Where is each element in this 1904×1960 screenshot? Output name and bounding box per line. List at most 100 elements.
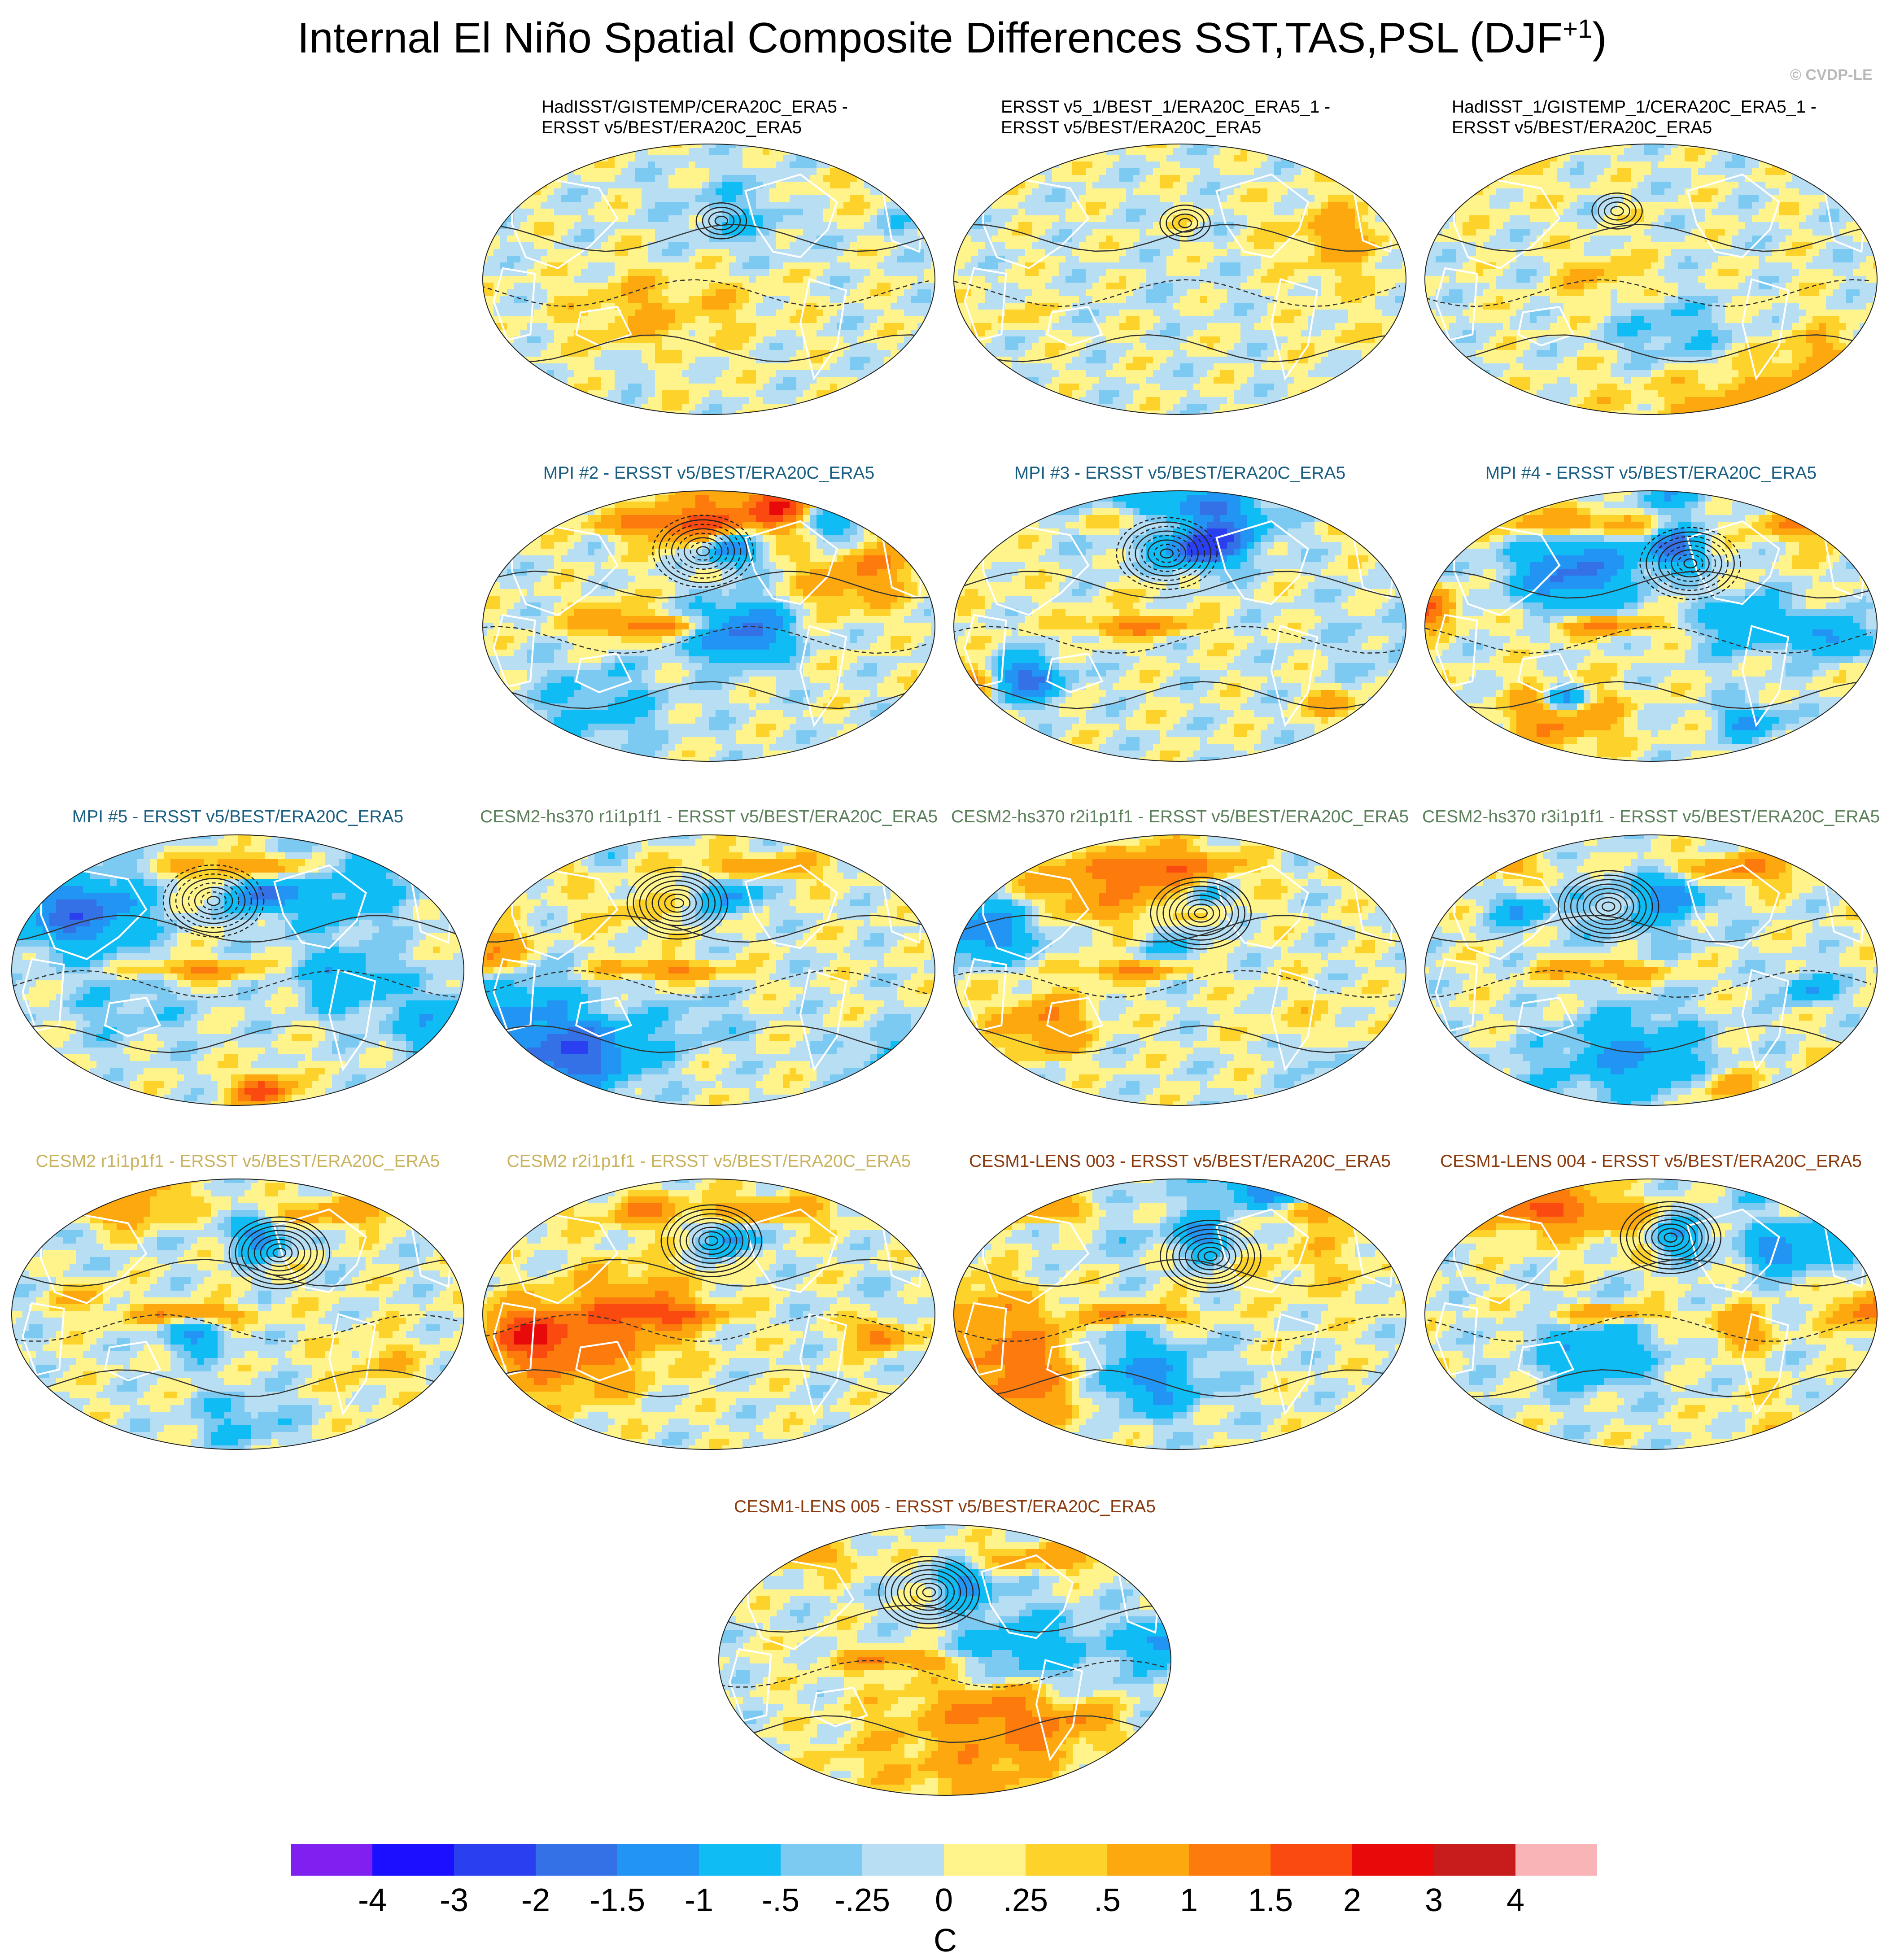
psl-contour bbox=[483, 1025, 929, 1053]
map-panel-obs-2 bbox=[953, 144, 1406, 415]
coastline bbox=[40, 870, 148, 960]
map-border bbox=[482, 144, 935, 415]
psl-contour bbox=[954, 915, 1400, 943]
coastline bbox=[104, 996, 162, 1038]
title-close: ) bbox=[1592, 14, 1607, 62]
psl-contour bbox=[483, 681, 929, 709]
coastline bbox=[1435, 958, 1478, 1032]
map-panel-cesm1-3 bbox=[953, 1179, 1406, 1450]
psl-contour bbox=[1582, 888, 1634, 925]
coastline bbox=[273, 1208, 367, 1293]
title-superscript: +1 bbox=[1563, 14, 1592, 44]
psl-contour bbox=[1626, 1205, 1716, 1270]
map-panel-cesm2-2 bbox=[482, 1179, 935, 1450]
coastline bbox=[1215, 864, 1309, 949]
psl-contour bbox=[1589, 892, 1628, 921]
map-border bbox=[718, 1524, 1171, 1796]
coastline bbox=[1046, 996, 1104, 1038]
psl-contour bbox=[903, 1574, 955, 1611]
panel-title-cesm2hs-1: CESM2-hs370 r1i1p1f1 - ERSST v5/BEST/ERA… bbox=[480, 807, 938, 827]
psl-contour bbox=[1646, 531, 1735, 596]
psl-contour bbox=[660, 1204, 763, 1278]
coastline bbox=[1686, 864, 1780, 949]
colorbar-units: C bbox=[934, 1922, 957, 1959]
title-text: Internal El Niño Spatial Composite Diffe… bbox=[297, 14, 1563, 62]
psl-contour bbox=[1166, 1224, 1255, 1288]
psl-contour bbox=[719, 1605, 1165, 1633]
psl-contour bbox=[12, 1025, 458, 1053]
coastline bbox=[1270, 1313, 1319, 1416]
coastline bbox=[1215, 520, 1309, 605]
coastline bbox=[729, 1648, 772, 1722]
psl-contour bbox=[1204, 1251, 1218, 1262]
psl-contour bbox=[1128, 526, 1205, 581]
psl-contour bbox=[169, 869, 258, 933]
psl-contour bbox=[954, 334, 1400, 362]
map-border bbox=[953, 490, 1406, 762]
psl-contour bbox=[1160, 548, 1174, 559]
psl-contour bbox=[719, 1660, 1165, 1688]
psl-contour bbox=[1639, 527, 1741, 600]
psl-contour bbox=[954, 279, 1400, 307]
psl-contour bbox=[12, 1314, 458, 1342]
colorbar-tick-label: -3 bbox=[440, 1882, 468, 1919]
psl-contour bbox=[1425, 1259, 1871, 1287]
map-border bbox=[953, 1179, 1406, 1450]
psl-contour bbox=[1191, 1242, 1230, 1270]
coastline bbox=[493, 267, 536, 341]
psl-contour bbox=[1162, 886, 1239, 941]
psl-contour bbox=[673, 1213, 750, 1269]
psl-contour bbox=[884, 1560, 974, 1624]
psl-contour bbox=[1598, 197, 1637, 225]
psl-contour bbox=[626, 866, 729, 940]
credit-label: © CVDP-LE bbox=[1790, 66, 1873, 84]
psl-contour bbox=[247, 1230, 312, 1276]
shaded-field bbox=[954, 1179, 1406, 1449]
psl-contour bbox=[1185, 1238, 1236, 1275]
psl-contour bbox=[652, 515, 754, 588]
psl-contour bbox=[671, 528, 735, 574]
colorbar-bin bbox=[1515, 1844, 1597, 1876]
psl-contour bbox=[266, 1243, 293, 1262]
panel-title-cesm2hs-3: CESM2-hs370 r3i1p1f1 - ERSST v5/BEST/ERA… bbox=[1422, 807, 1880, 827]
map-panel-cesm1-5 bbox=[718, 1524, 1171, 1796]
psl-contour bbox=[1425, 334, 1871, 362]
coastline bbox=[1453, 870, 1561, 960]
colorbar-tick-label: 4 bbox=[1507, 1882, 1524, 1919]
panel-title-cesm2-1: CESM2 r1i1p1f1 - ERSST v5/BEST/ERA20C_ER… bbox=[9, 1151, 467, 1172]
map-border bbox=[953, 834, 1406, 1106]
psl-contour bbox=[704, 1235, 719, 1246]
shaded-field bbox=[954, 144, 1406, 415]
coastline bbox=[799, 278, 847, 381]
colorbar-tick-label: 1 bbox=[1180, 1882, 1198, 1919]
coastline bbox=[493, 614, 536, 688]
figure-title: Internal El Niño Spatial Composite Diffe… bbox=[0, 13, 1904, 63]
psl-contour bbox=[1595, 897, 1622, 916]
map-panel-mpi-5 bbox=[11, 834, 464, 1106]
psl-contour bbox=[664, 893, 691, 913]
psl-contour bbox=[1160, 1220, 1262, 1293]
psl-contour bbox=[698, 1231, 725, 1251]
panel-title-mpi-4: MPI #4 - ERSST v5/BEST/ERA20C_ERA5 bbox=[1422, 463, 1880, 484]
psl-contour bbox=[241, 1225, 318, 1280]
psl-contour bbox=[645, 880, 710, 926]
coastline bbox=[964, 267, 1007, 341]
psl-contour bbox=[1172, 214, 1198, 233]
colorbar-bin bbox=[862, 1844, 944, 1876]
map-border bbox=[482, 490, 935, 762]
coastline bbox=[1453, 1214, 1561, 1305]
psl-contour bbox=[1425, 1314, 1871, 1342]
coastline bbox=[1046, 652, 1104, 694]
psl-contour bbox=[483, 626, 929, 654]
panel-title-line1: HadISST/GISTEMP/CERA20C_ERA5 - bbox=[542, 97, 848, 118]
psl-contour bbox=[954, 1369, 1400, 1397]
psl-contour bbox=[1156, 881, 1245, 945]
psl-contour bbox=[1188, 904, 1214, 923]
psl-contour bbox=[1591, 192, 1643, 230]
colorbar-bin bbox=[1352, 1844, 1434, 1876]
psl-contour bbox=[954, 1259, 1400, 1287]
psl-contour bbox=[719, 1715, 1165, 1743]
colorbar-tick-label: -1.5 bbox=[590, 1882, 645, 1919]
coastline bbox=[1270, 278, 1319, 381]
coastline bbox=[1517, 652, 1575, 694]
